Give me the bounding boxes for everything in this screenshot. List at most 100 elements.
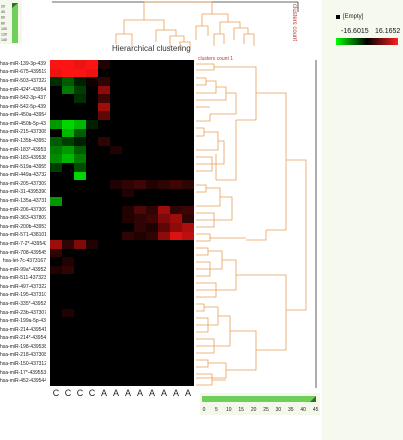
heatmap-cell[interactable] [146,377,159,387]
row-label[interactable]: hsa-miR-708-4395452 [0,249,46,256]
column-label[interactable]: A [112,388,119,398]
heatmap-cell[interactable] [182,188,195,198]
heatmap-cell[interactable] [50,188,63,198]
heatmap-cell[interactable] [170,334,183,344]
column-label[interactable]: A [184,388,191,398]
row-label[interactable]: hsa-miR-450a-4395414 [0,112,46,119]
heatmap-cell[interactable] [110,317,123,327]
heatmap-cell[interactable] [170,223,183,232]
heatmap-cell[interactable] [182,111,195,121]
heatmap-cell[interactable] [170,325,183,335]
heatmap-cell[interactable] [182,85,195,95]
heatmap-cell[interactable] [74,223,87,232]
heatmap-cell[interactable] [146,240,159,250]
heatmap-cell[interactable] [122,325,135,335]
heatmap-cell[interactable] [122,334,135,344]
heatmap-cell[interactable] [86,171,99,181]
heatmap-cell[interactable] [50,85,63,95]
heatmap-cell[interactable] [170,68,183,78]
heatmap-cell[interactable] [110,162,123,172]
heatmap-cell[interactable] [134,68,147,78]
heatmap-cell[interactable] [74,137,87,147]
heatmap-cell[interactable] [74,334,87,344]
heatmap-cell[interactable] [62,240,75,250]
heatmap-cell[interactable] [110,360,123,370]
heatmap-cell[interactable] [122,257,135,267]
heatmap-cell[interactable] [134,257,147,267]
heatmap-cell[interactable] [62,317,75,327]
heatmap-cell[interactable] [62,145,75,155]
heatmap-cell[interactable] [86,197,99,207]
heatmap-cell[interactable] [86,300,99,310]
heatmap-cell[interactable] [86,162,99,172]
heatmap-cell[interactable] [122,77,135,87]
heatmap-cell[interactable] [158,197,171,207]
heatmap-cell[interactable] [62,325,75,335]
heatmap-cell[interactable] [110,68,123,78]
heatmap-cell[interactable] [122,111,135,121]
heatmap-cell[interactable] [158,94,171,104]
heatmap-cell[interactable] [134,94,147,104]
heatmap-cell[interactable] [158,351,171,361]
heatmap-cell[interactable] [146,180,159,189]
heatmap-cell[interactable] [134,308,147,318]
heatmap-cell[interactable] [62,351,75,361]
row-label[interactable]: hsa-miR-675-4395192 [0,69,46,76]
heatmap-cell[interactable] [122,231,135,241]
heatmap-cell[interactable] [158,231,171,241]
heatmap-cell[interactable] [74,257,87,267]
heatmap-cell[interactable] [98,205,111,215]
row-label[interactable]: hsa-miR-205-4373093 [0,180,46,187]
heatmap-cell[interactable] [98,94,111,104]
heatmap-cell[interactable] [170,317,183,327]
heatmap-cell[interactable] [110,171,123,181]
heatmap-cell[interactable] [86,325,99,335]
heatmap-cell[interactable] [50,94,63,104]
heatmap-cell[interactable] [170,197,183,207]
heatmap-cell[interactable] [182,154,195,164]
heatmap-cell[interactable] [74,274,87,284]
heatmap-cell[interactable] [170,85,183,95]
heatmap-cell[interactable] [74,111,87,121]
heatmap-cell[interactable] [86,257,99,267]
heatmap-cell[interactable] [98,317,111,327]
heatmap-cell[interactable] [158,145,171,155]
heatmap-cell[interactable] [50,308,63,318]
heatmap-cell[interactable] [86,214,99,224]
heatmap-cell[interactable] [182,351,195,361]
heatmap-cell[interactable] [170,283,183,292]
heatmap-cell[interactable] [158,240,171,250]
heatmap-cell[interactable] [182,377,195,387]
heatmap-cell[interactable] [122,368,135,378]
heatmap-cell[interactable] [74,308,87,318]
heatmap-cell[interactable] [146,68,159,78]
row-label[interactable]: hsa-miR-214-4395417 [0,326,46,333]
heatmap-cell[interactable] [62,85,75,95]
heatmap-cell[interactable] [62,377,75,387]
heatmap-cell[interactable] [110,120,123,129]
heatmap-cell[interactable] [110,102,123,112]
heatmap-cell[interactable] [62,68,75,78]
heatmap-cell[interactable] [146,60,159,69]
heatmap-cell[interactable] [158,111,171,121]
heatmap-cell[interactable] [122,145,135,155]
heatmap-cell[interactable] [134,300,147,310]
row-label[interactable]: hsa-miR-139-3p-4395424 [0,60,46,67]
heatmap-cell[interactable] [134,377,147,387]
heatmap-cell[interactable] [110,77,123,87]
heatmap-cell[interactable] [146,85,159,95]
heatmap-cell[interactable] [146,128,159,138]
heatmap-cell[interactable] [62,205,75,215]
heatmap-cell[interactable] [74,291,87,301]
heatmap-cell[interactable] [182,162,195,172]
heatmap-cell[interactable] [134,162,147,172]
heatmap-cell[interactable] [170,171,183,181]
heatmap-cell[interactable] [122,291,135,301]
heatmap-cell[interactable] [134,274,147,284]
heatmap-cell[interactable] [98,128,111,138]
heatmap-cell[interactable] [122,137,135,147]
row-label[interactable]: hsa-miR-450b-5p-4395318 [0,120,46,127]
heatmap-cell[interactable] [158,137,171,147]
heatmap-cell[interactable] [50,162,63,172]
heatmap-cell[interactable] [98,248,111,258]
